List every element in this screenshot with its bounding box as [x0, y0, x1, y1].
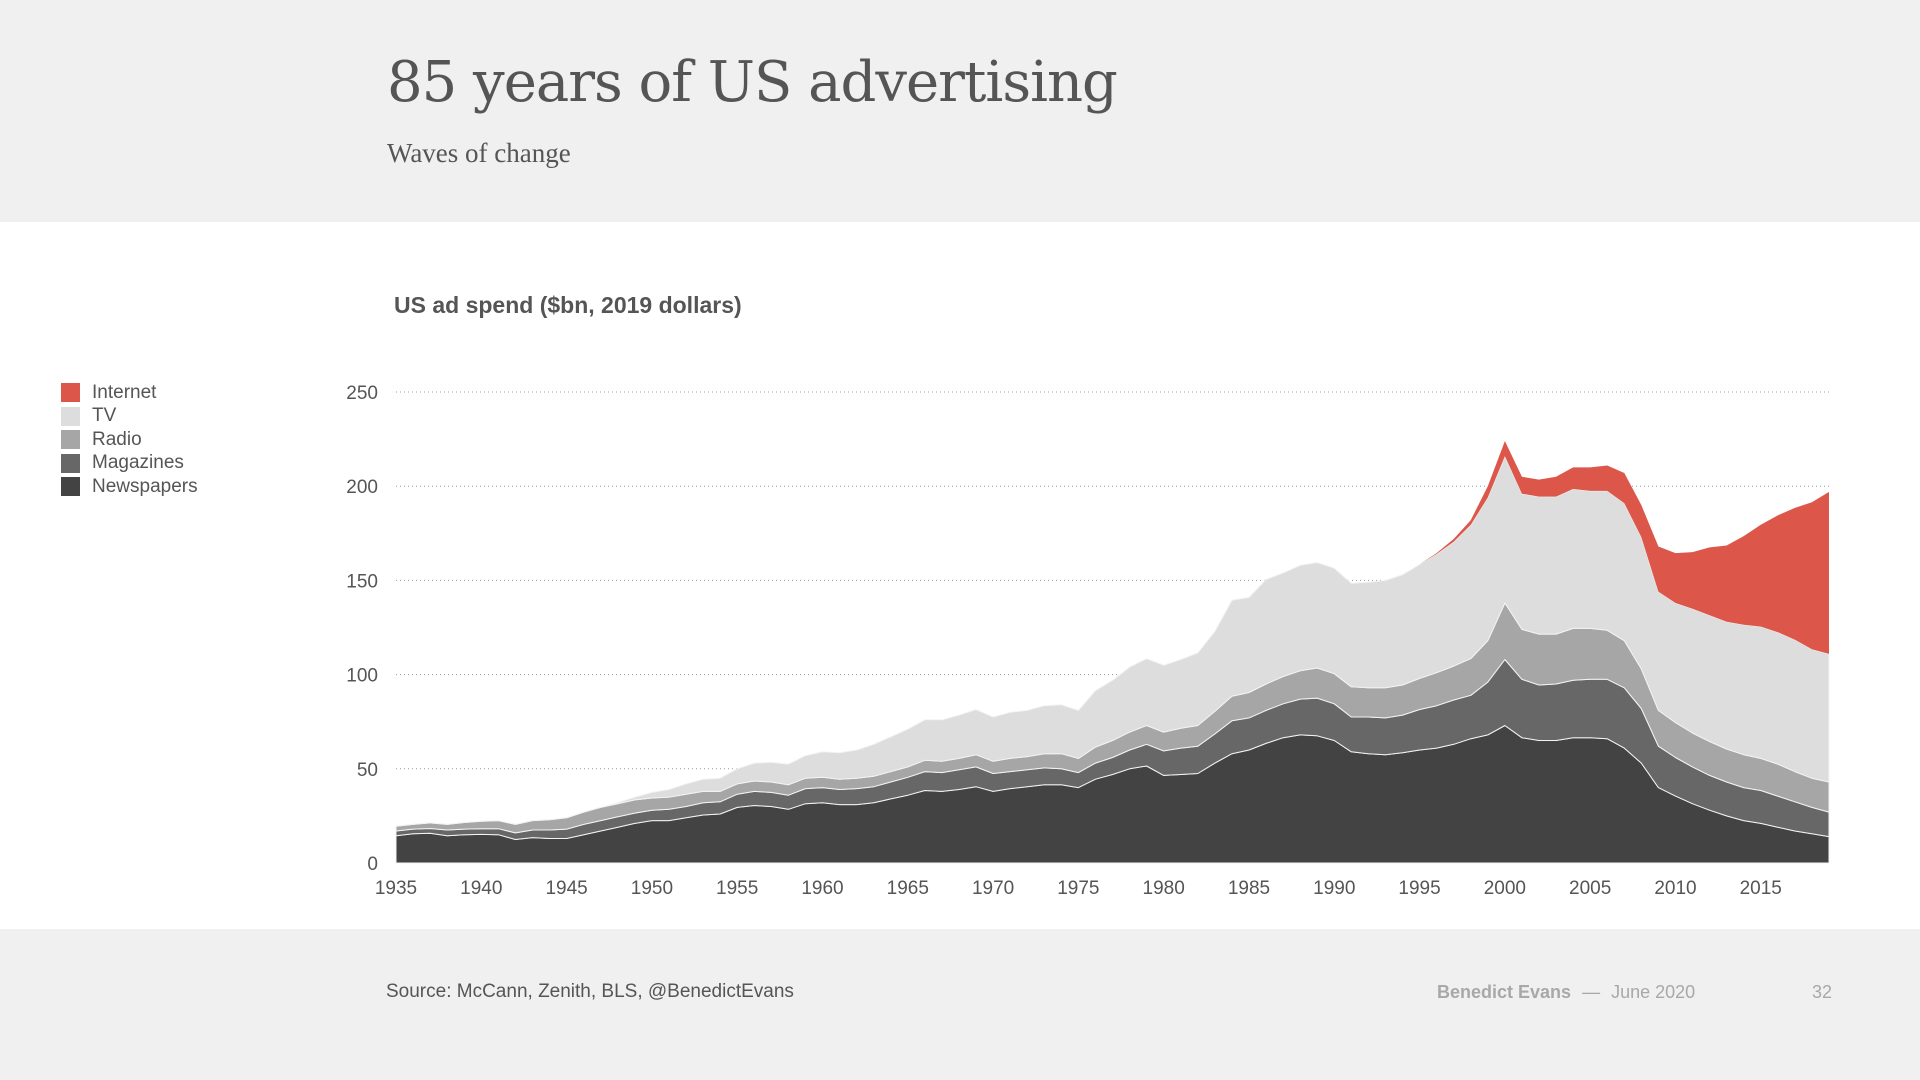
legend-label: TV — [92, 405, 117, 427]
y-tick-label: 200 — [346, 477, 378, 498]
credit-line: Benedict Evans — June 2020 — [1437, 982, 1695, 1003]
x-tick-label: 2015 — [1740, 878, 1782, 899]
area-series — [395, 441, 1830, 864]
legend-label: Internet — [92, 381, 157, 403]
x-tick-label: 1955 — [716, 878, 758, 899]
x-tick-label: 2000 — [1484, 878, 1526, 899]
legend-swatch-radio — [61, 430, 80, 450]
slide-subtitle: Waves of change — [387, 138, 571, 168]
slide-title: 85 years of US advertising — [387, 50, 1118, 115]
legend-label: Radio — [92, 428, 142, 450]
legend-swatch-newspapers — [61, 477, 80, 497]
y-tick-label: 150 — [346, 571, 378, 592]
x-tick-label: 1945 — [545, 878, 587, 899]
legend-item-newspapers: Newspapers — [61, 475, 198, 499]
x-tick-label: 2005 — [1569, 878, 1611, 899]
legend-item-magazines: Magazines — [61, 452, 198, 476]
x-tick-label: 1980 — [1143, 878, 1185, 899]
x-axis-ticks: 1935 1940 1945 1950 1955 1960 1965 1970 1975 1980… — [375, 878, 1782, 899]
x-tick-label: 1995 — [1398, 878, 1440, 899]
x-tick-label: 1965 — [887, 878, 929, 899]
credit-date: June 2020 — [1611, 982, 1696, 1002]
legend-item-internet: Internet — [61, 381, 198, 405]
area-tv — [395, 455, 1830, 827]
legend-item-tv: TV — [61, 405, 198, 429]
y-tick-label: 100 — [346, 666, 378, 687]
x-tick-label: 1990 — [1313, 878, 1355, 899]
slide-footer — [0, 929, 1920, 1080]
author-name: Benedict Evans — [1437, 982, 1572, 1002]
page-number: 32 — [1812, 982, 1833, 1002]
chart-title: US ad spend ($bn, 2019 dollars) — [394, 292, 742, 318]
x-tick-label: 1975 — [1057, 878, 1099, 899]
y-tick-label: 50 — [357, 760, 378, 781]
legend-swatch-internet — [61, 383, 80, 403]
slide-header — [0, 0, 1920, 222]
legend-swatch-tv — [61, 406, 80, 426]
y-axis-ticks: 0 50 100 150 200 250 — [346, 383, 378, 875]
x-tick-label: 2010 — [1654, 878, 1696, 899]
x-tick-label: 1985 — [1228, 878, 1270, 899]
x-tick-label: 1940 — [460, 878, 502, 899]
chart-legend: Internet TV Radio Magazines Newspapers — [61, 381, 198, 499]
x-tick-label: 1960 — [801, 878, 843, 899]
source-note: Source: McCann, Zenith, BLS, @BenedictEv… — [386, 981, 794, 1002]
x-tick-label: 1950 — [631, 878, 673, 899]
legend-swatch-magazines — [61, 453, 80, 473]
legend-label: Newspapers — [92, 475, 198, 497]
legend-label: Magazines — [92, 452, 184, 474]
legend-item-radio: Radio — [61, 428, 198, 452]
credit-separator: — — [1582, 982, 1601, 1002]
x-tick-label: 1935 — [375, 878, 417, 899]
x-tick-label: 1970 — [972, 878, 1014, 899]
y-tick-label: 0 — [367, 854, 378, 875]
y-tick-label: 250 — [346, 383, 378, 404]
